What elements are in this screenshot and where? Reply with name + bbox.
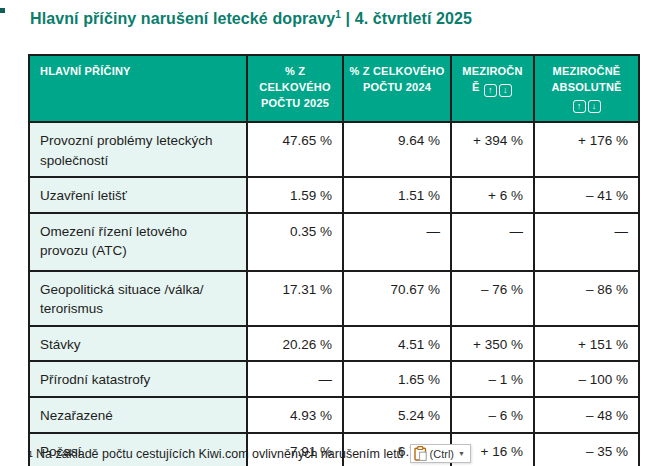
yoy-cell: — bbox=[451, 213, 534, 271]
pct-2025-cell: 1.59 % bbox=[247, 177, 343, 213]
pct-2024-cell: 1.65 % bbox=[343, 361, 451, 397]
table-row: Přírodní katastrofy — 1.65 % – 1 % – 100… bbox=[29, 361, 639, 397]
yoy-abs-cell: – 41 % bbox=[534, 177, 639, 213]
header-main-causes: HLAVNÍ PŘÍČINY bbox=[29, 55, 247, 122]
cause-cell: Stávky bbox=[29, 326, 247, 362]
caret-down-icon: ▼ bbox=[458, 450, 465, 457]
footnote-text: Na základě počtu cestujících Kiwi.com ov… bbox=[36, 447, 404, 461]
table-header-row: HLAVNÍ PŘÍČINY % Z CELKOVÉHO POČTU 2025 … bbox=[29, 55, 639, 122]
pct-2024-cell: 1.51 % bbox=[343, 177, 451, 213]
pct-2025-cell: 0.35 % bbox=[247, 213, 343, 271]
table-row: Provozní problémy leteckých společností … bbox=[29, 122, 639, 177]
pct-2024-cell: — bbox=[343, 213, 451, 271]
pct-2024-cell: 70.67 % bbox=[343, 271, 451, 326]
cause-cell: Přírodní katastrofy bbox=[29, 361, 247, 397]
header-pct-2025: % Z CELKOVÉHO POČTU 2025 bbox=[247, 55, 343, 122]
table-row: Omezení řízení letového provozu (ATC) 0.… bbox=[29, 213, 639, 271]
up-arrow-icon: ↑ bbox=[573, 100, 586, 113]
header-yoy-abs-line1: MEZIROČNĚ bbox=[553, 65, 621, 77]
paste-options-label: (Ctrl) bbox=[430, 448, 454, 460]
up-arrow-icon: ↑ bbox=[484, 84, 497, 97]
table-row: Uzavření letišť 1.59 % 1.51 % + 6 % – 41… bbox=[29, 177, 639, 213]
yoy-abs-cell: — bbox=[534, 213, 639, 271]
header-yoy-absolute: MEZIROČNĚ ABSOLUTNĚ ↑↓ bbox=[534, 55, 639, 122]
down-arrow-icon: ↓ bbox=[499, 84, 512, 97]
header-yoy: MEZIROČN Ě ↑↓ bbox=[451, 55, 534, 122]
page-title: Hlavní příčiny narušení letecké dopravy1… bbox=[30, 10, 472, 28]
pct-2024-cell: 5.24 % bbox=[343, 397, 451, 433]
paste-options-button[interactable]: (Ctrl) ▼ bbox=[410, 444, 471, 463]
pct-2025-cell: 20.26 % bbox=[247, 326, 343, 362]
down-arrow-icon: ↓ bbox=[588, 100, 601, 113]
pct-2025-cell: 17.31 % bbox=[247, 271, 343, 326]
cause-cell: Omezení řízení letového provozu (ATC) bbox=[29, 213, 247, 271]
yoy-abs-cell: – 48 % bbox=[534, 397, 639, 433]
yoy-cell: – 76 % bbox=[451, 271, 534, 326]
pct-2025-cell: 47.65 % bbox=[247, 122, 343, 177]
yoy-abs-cell: + 151 % bbox=[534, 326, 639, 362]
cause-cell: Geopolitická situace /válka/ terorismus bbox=[29, 271, 247, 326]
page-title-main: Hlavní příčiny narušení letecké dopravy bbox=[30, 10, 335, 27]
header-yoy-abs-line2: ABSOLUTNĚ bbox=[551, 81, 621, 93]
yoy-cell: + 6 % bbox=[451, 177, 534, 213]
screen-edge-artifact bbox=[0, 8, 5, 13]
header-yoy-line2: Ě bbox=[472, 81, 480, 93]
table-row: Nezařazené 4.93 % 5.24 % – 6 % – 48 % bbox=[29, 397, 639, 433]
pct-2025-cell: 4.93 % bbox=[247, 397, 343, 433]
pct-2024-cell: 9.64 % bbox=[343, 122, 451, 177]
table-row: Geopolitická situace /válka/ terorismus … bbox=[29, 271, 639, 326]
yoy-abs-cell: – 100 % bbox=[534, 361, 639, 397]
yoy-cell: – 1 % bbox=[451, 361, 534, 397]
header-pct-2024: % Z CELKOVÉHO POČTU 2024 bbox=[343, 55, 451, 122]
pct-2025-cell: — bbox=[247, 361, 343, 397]
cause-cell: Provozní problémy leteckých společností bbox=[29, 122, 247, 177]
yoy-cell: – 6 % bbox=[451, 397, 534, 433]
yoy-cell: + 394 % bbox=[451, 122, 534, 177]
table-row: Stávky 20.26 % 4.51 % + 350 % + 151 % bbox=[29, 326, 639, 362]
cause-cell: Uzavření letišť bbox=[29, 177, 247, 213]
causes-table: HLAVNÍ PŘÍČINY % Z CELKOVÉHO POČTU 2025 … bbox=[28, 54, 640, 466]
page-title-suffix: | 4. čtvrtletí 2025 bbox=[341, 10, 472, 27]
yoy-abs-cell: – 35 % bbox=[534, 433, 639, 466]
header-yoy-line1: MEZIROČN bbox=[462, 65, 522, 77]
yoy-cell: + 350 % bbox=[451, 326, 534, 362]
pct-2024-cell: 4.51 % bbox=[343, 326, 451, 362]
yoy-abs-cell: + 176 % bbox=[534, 122, 639, 177]
cause-cell: Nezařazené bbox=[29, 397, 247, 433]
clipboard-icon bbox=[414, 446, 427, 461]
footnote: 1Na základě počtu cestujících Kiwi.com o… bbox=[28, 444, 471, 463]
yoy-abs-cell: – 86 % bbox=[534, 271, 639, 326]
